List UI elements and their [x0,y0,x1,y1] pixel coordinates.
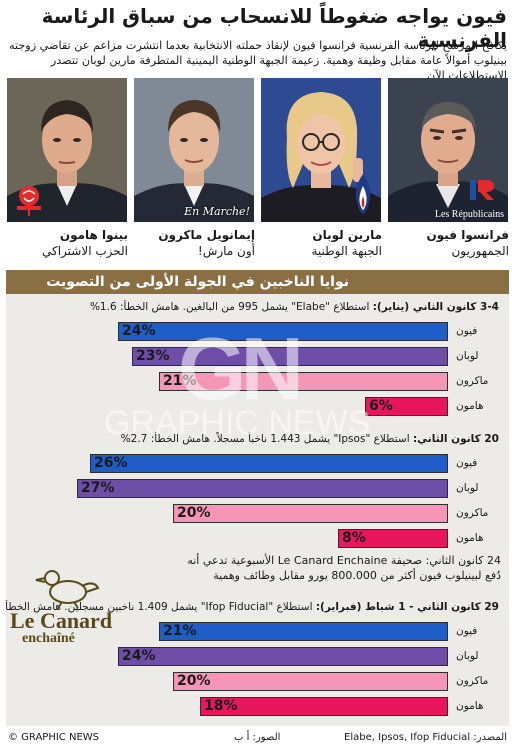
candidate-party: أون مارش! [197,244,255,258]
macron-photo: En Marche! [134,78,254,222]
duck-icon [35,570,100,609]
ps-rose-icon [17,186,41,216]
candidate-label-lepen: مارين لوبان الجبهة الوطنية [258,228,382,259]
section-banner: نوايا الناخبين في الجولة الأولى من التصو… [6,270,509,294]
poll-header-2: 20 كانون الثاني: استطلاع "Ipsos" يشمل 1.… [4,432,499,446]
poll-date: 29 كانون الثاني - 1 شباط (فبراير): [315,601,499,613]
bar-fillon [118,322,448,341]
page-title: فيون يواجه ضغوطاً للانسحاب من سباق الرئا… [41,4,507,52]
bar-value-label: 21% [163,623,197,639]
bar-value-label: 8% [342,530,366,546]
bar-hamon [338,529,448,548]
candidate-label-hamon: بينوا هامون الحزب الاشتراكي [4,228,128,259]
canard-logo: Le Canard enchaîné [10,566,120,646]
bar-lepen [132,347,448,366]
candidate-axis-label: هامون [456,700,484,712]
bar-macron [173,672,448,691]
bar-value-label: 23% [136,348,170,364]
poll-source: استطلاع "Elabe" يشمل 995 من البالغين. ها… [89,301,370,313]
candidate-party: الحزب الاشتراكي [42,244,128,258]
bar-value-label: 27% [81,480,115,496]
footer-credit: © GRAPHIC NEWS [8,732,100,743]
candidate-axis-label: لوبان [456,482,479,494]
fn-flame-icon [355,174,371,214]
candidate-label-fillon: فرانسوا فيون الجمهوريون [385,228,510,259]
bar-value-label: 26% [94,455,128,471]
poll-date: 20 كانون الثاني: [412,433,499,445]
candidate-axis-label: هامون [456,532,484,544]
bar-value-label: 24% [122,648,156,664]
bar-macron [159,372,448,391]
poll-date: 3-4 كانون الثاني (يناير): [372,301,499,313]
candidate-name: فرانسوا فيون [426,228,510,242]
bar-value-label: 20% [177,673,211,689]
poll-source: استطلاع "Ifop Fiducial" يشمل 1.409 ناخبي… [4,601,313,613]
canard-note: 24 كانون الثاني: صحيفة Le Canard Enchain… [187,554,501,582]
bar-value-label: 20% [177,505,211,521]
fillon-photo: Les Républicains [388,78,508,222]
poll-source: استطلاع "Ipsos" يشمل 1.443 ناخباً مسجلاً… [120,433,410,445]
candidate-name: بينوا هامون [59,228,128,242]
bar-lepen [77,479,448,498]
canard-logo-line2: enchaîné [22,631,75,646]
candidate-axis-label: فيون [456,457,478,469]
bar-fillon [159,622,448,641]
canard-logo-line1: Le Canard [10,608,113,633]
candidate-party: الجمهوريون [451,244,509,258]
bar-macron [173,504,448,523]
candidate-name: مارين لوبان [312,228,382,242]
bar-hamon [200,697,448,716]
candidate-axis-label: ماكرون [456,675,489,687]
candidate-axis-label: هامون [456,400,484,412]
bar-value-label: 18% [204,698,238,714]
candidate-axis-label: فيون [456,325,478,337]
bar-fillon [90,454,448,473]
bar-value-label: 24% [122,323,156,339]
lr-logo-icon [470,180,494,200]
bar-hamon [365,397,448,416]
bar-lepen [118,647,448,666]
footer-photos: الصور: أ ب [234,732,281,743]
candidate-axis-label: فيون [456,625,478,637]
intro-text: يكافح المرشح للرئاسة الفرنسية فرانسوا في… [9,39,507,82]
candidate-name: إيمانويل ماكرون [158,228,255,242]
footer-sources: المصدر: Elabe, Ipsos, Ifop Fiducial [344,732,507,743]
candidate-party: الجبهة الوطنية [311,244,382,258]
footer: © GRAPHIC NEWS الصور: أ ب المصدر: Elabe,… [0,728,515,750]
lepen-photo [261,78,381,222]
candidate-label-macron: إيمانويل ماكرون أون مارش! [131,228,255,259]
bar-value-label: 6% [369,398,393,414]
lr-logo-text: Les Républicains [434,209,504,220]
en-marche-logo: En Marche! [184,205,250,218]
hamon-photo [7,78,127,222]
poll-header-1: 3-4 كانون الثاني (يناير): استطلاع "Elabe… [4,300,499,314]
candidate-axis-label: لوبان [456,650,479,662]
candidate-axis-label: ماكرون [456,375,489,387]
bar-value-label: 21% [163,373,197,389]
candidate-axis-label: ماكرون [456,507,489,519]
poll-header-3: 29 كانون الثاني - 1 شباط (فبراير): استطل… [4,600,499,614]
candidate-axis-label: لوبان [456,350,479,362]
